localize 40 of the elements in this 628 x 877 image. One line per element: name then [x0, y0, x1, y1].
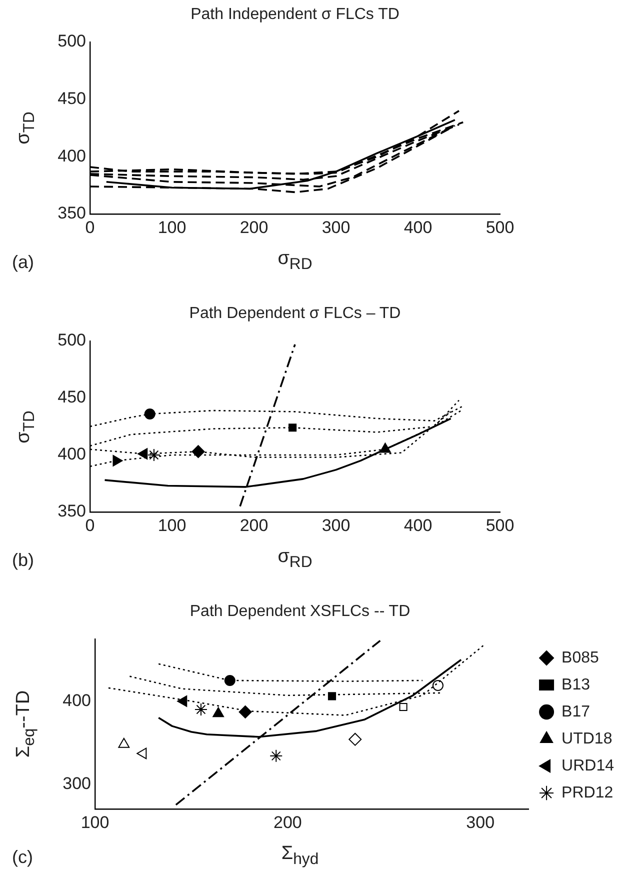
- chart-title: Path Independent σ FLCs TD: [190, 6, 400, 24]
- legend-label: URD14: [562, 757, 614, 774]
- legend-label: B13: [562, 676, 590, 694]
- text: (b): [12, 550, 34, 571]
- x-tick-label: 100: [80, 812, 110, 832]
- x-tick-label: 100: [158, 218, 186, 237]
- y-tick-label: 300: [62, 774, 91, 793]
- x-tick-label: 200: [240, 218, 268, 237]
- y-tick-label: 350: [58, 204, 86, 223]
- x-tick-label: 500: [486, 516, 514, 535]
- y-tick-label: 450: [58, 89, 86, 108]
- y-tick-label: 500: [58, 330, 86, 350]
- x-tick-label: 400: [404, 218, 432, 237]
- legend-label: B17: [562, 703, 590, 720]
- x-tick-label: 400: [404, 516, 432, 535]
- text: (a): [12, 252, 34, 273]
- x-tick-label: 100: [158, 516, 186, 535]
- y-tick-label: 450: [58, 388, 86, 407]
- x-axis-title: Σ$_{hyd}$: [281, 843, 319, 869]
- x-tick-label: 300: [466, 812, 495, 832]
- x-tick-label: 200: [273, 812, 302, 832]
- x-axis-title: σ$_{RD}$: [278, 248, 312, 274]
- text: (c): [12, 847, 33, 868]
- x-tick-label: 500: [486, 218, 514, 237]
- legend-label: UTD18: [562, 730, 612, 748]
- y-tick-label: 350: [58, 502, 86, 521]
- y-tick-label: 400: [58, 444, 86, 464]
- y-tick-label: 400: [58, 146, 86, 166]
- chart-title: Path Dependent σ FLCs – TD: [189, 305, 401, 323]
- x-axis-title: σ$_{RD}$: [278, 546, 312, 572]
- legend-label: PRD12: [562, 784, 614, 802]
- y-tick-label: 400: [62, 690, 91, 710]
- x-tick-label: 300: [322, 516, 350, 535]
- x-tick-label: 0: [85, 218, 95, 237]
- x-tick-label: 200: [240, 516, 268, 535]
- x-tick-label: 0: [85, 516, 95, 535]
- chart-title: Path Dependent XSFLCs -- TD: [190, 603, 410, 621]
- x-tick-label: 300: [322, 218, 350, 237]
- y-tick-label: 500: [58, 32, 86, 51]
- legend-label: B085: [562, 649, 600, 666]
